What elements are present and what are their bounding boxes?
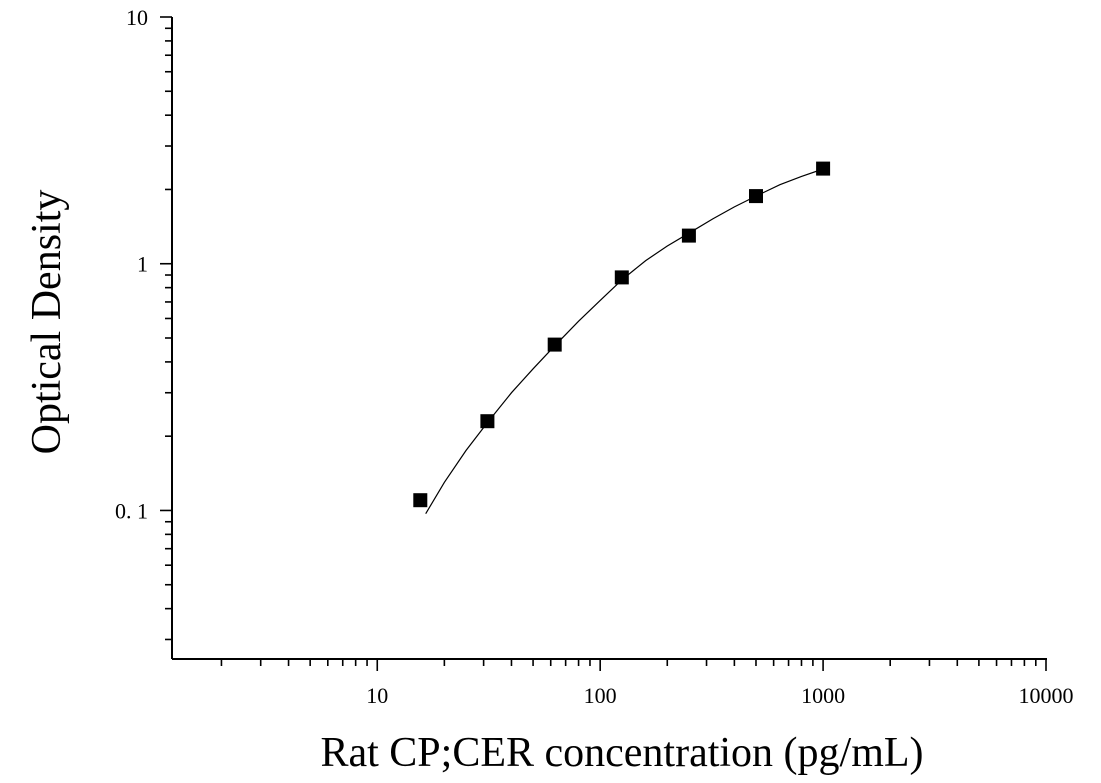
data-point (816, 161, 831, 176)
plot-area (413, 161, 831, 515)
x-tick-label: 10000 (1019, 683, 1074, 708)
fit-curve (425, 168, 824, 515)
data-point (614, 270, 629, 285)
axes: 10 100 1000 10000 0. 1 1 10 (115, 5, 1074, 708)
data-point (681, 228, 696, 243)
data-point (480, 414, 495, 429)
y-axis-title: Optical Density (24, 190, 70, 455)
y-tick-label: 10 (126, 5, 148, 30)
data-point (413, 493, 428, 508)
x-tick-label: 10 (366, 683, 388, 708)
x-tick-label: 100 (584, 683, 617, 708)
y-tick-label: 1 (137, 252, 148, 277)
data-point (749, 189, 763, 204)
y-tick-label: 0. 1 (115, 498, 148, 523)
x-tick-label: 1000 (801, 683, 845, 708)
data-point (547, 337, 562, 352)
x-axis-title: Rat CP;CER concentration (pg/mL) (320, 730, 923, 776)
